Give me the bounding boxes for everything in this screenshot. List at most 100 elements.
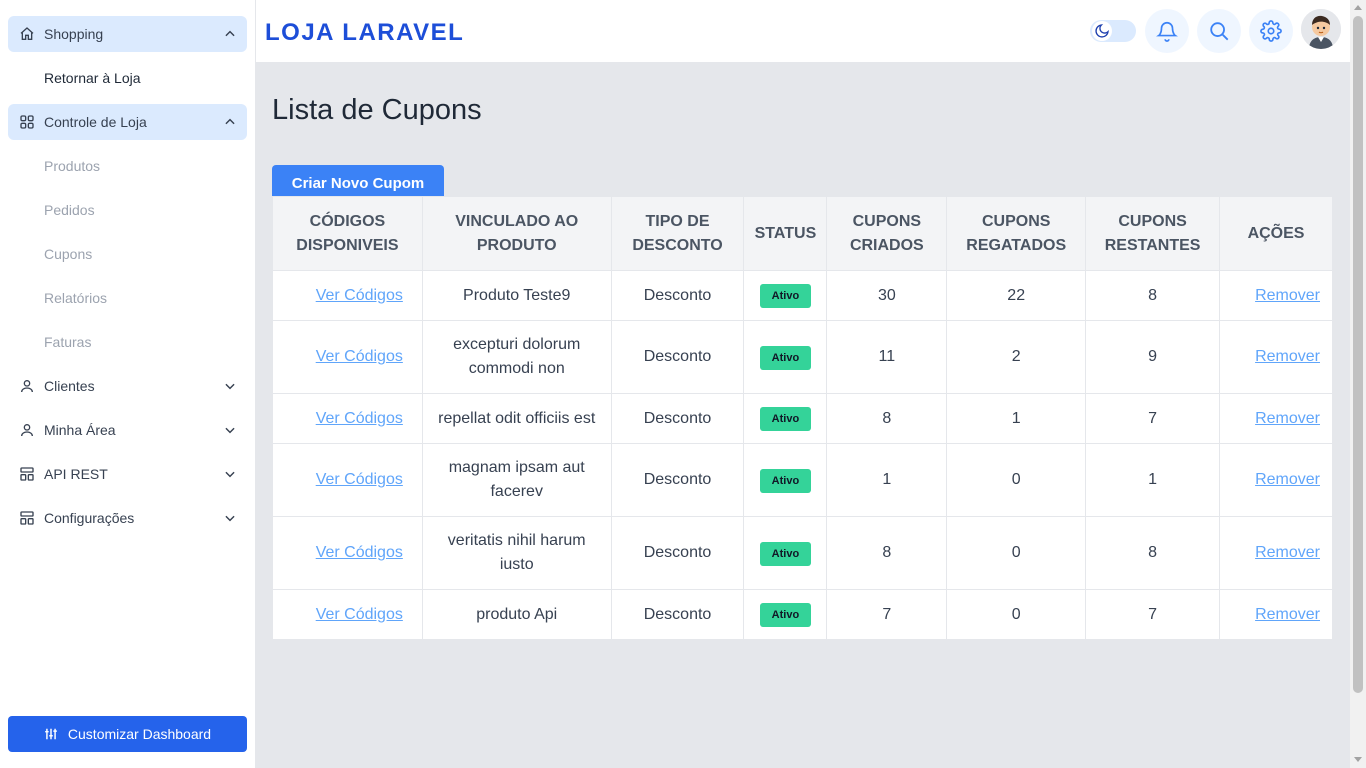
user-icon	[18, 421, 36, 439]
user-avatar[interactable]	[1301, 9, 1341, 49]
table-row: Ver Códigos excepturi dolorum commodi non…	[272, 320, 1333, 394]
nav-group-api-rest[interactable]: API REST	[8, 456, 247, 492]
view-codes-link[interactable]: Ver Códigos	[315, 605, 403, 623]
view-codes-link[interactable]: Ver Códigos	[315, 348, 403, 365]
column-header: CUPONS RESTANTES	[1085, 196, 1221, 271]
moon-icon	[1092, 21, 1112, 41]
remove-link[interactable]: Remover	[1255, 409, 1320, 427]
scroll-down-arrow[interactable]	[1354, 757, 1362, 762]
column-header: CÓDIGOS DISPONIVEIS	[272, 196, 423, 271]
sidebar-item-faturas[interactable]: Faturas	[44, 334, 92, 350]
remaining-cell: 8	[1085, 516, 1221, 590]
product-cell: veritatis nihil harum iusto	[421, 516, 612, 590]
product-cell: Produto Teste9	[421, 270, 612, 321]
nav-group-controle-de-loja[interactable]: Controle de Loja	[8, 104, 247, 140]
customize-dashboard-button[interactable]: Customizar Dashboard	[8, 716, 247, 752]
chevron-down-icon	[225, 515, 235, 522]
remaining-cell: 7	[1085, 393, 1221, 444]
notifications-button[interactable]	[1145, 9, 1189, 53]
status-badge: Ativo	[759, 603, 812, 627]
remaining-cell: 8	[1085, 270, 1221, 321]
redeemed-cell: 0	[946, 589, 1087, 640]
scroll-up-arrow[interactable]	[1354, 5, 1362, 10]
nav-group-label: Clientes	[44, 378, 95, 394]
home-icon	[18, 25, 36, 43]
created-cell: 1	[826, 443, 948, 517]
nav-group-label: Controle de Loja	[44, 114, 147, 130]
page-scrollbar[interactable]	[1350, 0, 1366, 768]
discount-type-cell: Desconto	[610, 516, 745, 590]
table-row: Ver Códigos Produto Teste9 Desconto Ativ…	[272, 270, 1333, 321]
product-cell: excepturi dolorum commodi non	[421, 320, 612, 394]
search-button[interactable]	[1197, 9, 1241, 53]
brand-title[interactable]: LOJA LARAVEL	[265, 19, 465, 46]
product-cell: magnam ipsam aut facerev	[421, 443, 612, 517]
sliders-icon	[45, 728, 57, 740]
created-cell: 30	[826, 270, 948, 321]
nav-group-label: Minha Área	[44, 422, 116, 438]
view-codes-link[interactable]: Ver Códigos	[315, 409, 403, 427]
column-header: TIPO DE DESCONTO	[610, 196, 745, 271]
settings-button[interactable]	[1249, 9, 1293, 53]
discount-type-cell: Desconto	[610, 443, 745, 517]
status-badge: Ativo	[759, 468, 812, 493]
remove-link[interactable]: Remover	[1255, 544, 1320, 561]
product-cell: produto Api	[421, 589, 612, 640]
created-cell: 8	[826, 516, 948, 590]
view-codes-link[interactable]: Ver Códigos	[315, 471, 403, 488]
remove-link[interactable]: Remover	[1255, 348, 1320, 365]
status-badge: Ativo	[759, 541, 812, 566]
chevron-down-icon	[225, 471, 235, 478]
coupons-table: CÓDIGOS DISPONIVEIS VINCULADO AO PRODUTO T…	[272, 196, 1333, 640]
sidebar-item-produtos[interactable]: Produtos	[44, 158, 101, 174]
sidebar-item-pedidos[interactable]: Pedidos	[44, 202, 95, 218]
column-header: AÇÕES	[1219, 196, 1333, 271]
nav-group-minha-area[interactable]: Minha Área	[8, 412, 247, 448]
status-badge: Ativo	[759, 407, 812, 431]
created-cell: 7	[826, 589, 948, 640]
nav-group-label: API REST	[44, 466, 108, 482]
discount-type-cell: Desconto	[610, 589, 745, 640]
column-header: VINCULADO AO PRODUTO	[421, 196, 612, 271]
search-icon	[1210, 22, 1229, 41]
nav-group-configuracoes[interactable]: Configurações	[8, 500, 247, 536]
remaining-cell: 1	[1085, 443, 1221, 517]
nav-group-label: Configurações	[44, 510, 135, 526]
scroll-thumb[interactable]	[1353, 16, 1363, 693]
table-row: Ver Códigos magnam ipsam aut facerev Desc…	[272, 443, 1333, 517]
discount-type-cell: Desconto	[610, 270, 745, 321]
view-codes-link[interactable]: Ver Códigos	[315, 286, 403, 304]
remove-link[interactable]: Remover	[1255, 471, 1320, 488]
table-row: Ver Códigos produto Api Desconto Ativo 7…	[272, 589, 1333, 640]
sidebar-item-relatorios[interactable]: Relatórios	[44, 290, 108, 306]
table-row: Ver Códigos veritatis nihil harum iusto D…	[272, 516, 1333, 590]
page-title: Lista de Cupons	[272, 94, 482, 126]
nav-group-shopping[interactable]: Shopping	[8, 16, 247, 52]
discount-type-cell: Desconto	[610, 393, 745, 444]
nav-group-clientes[interactable]: Clientes	[8, 368, 247, 404]
chevron-up-icon	[225, 118, 235, 125]
table-row: Ver Códigos repellat odit officiis est D…	[272, 393, 1333, 444]
layout-icon	[18, 465, 36, 483]
top-header: LOJA LARAVEL	[256, 0, 1350, 62]
chevron-down-icon	[225, 427, 235, 434]
remaining-cell: 7	[1085, 589, 1221, 640]
column-header: STATUS	[743, 196, 828, 271]
sidebar-item-retornar-loja[interactable]: Retornar à Loja	[44, 70, 141, 86]
redeemed-cell: 1	[946, 393, 1087, 444]
remove-link[interactable]: Remover	[1255, 605, 1320, 623]
remove-link[interactable]: Remover	[1255, 286, 1320, 304]
sidebar: Shopping Retornar à Loja Controle de Loj…	[0, 0, 256, 768]
view-codes-link[interactable]: Ver Códigos	[315, 544, 403, 561]
remaining-cell: 9	[1085, 320, 1221, 394]
created-cell: 11	[826, 320, 948, 394]
bell-icon	[1156, 22, 1178, 42]
column-header: CUPONS CRIADOS	[826, 196, 948, 271]
customize-dashboard-label: Customizar Dashboard	[67, 726, 212, 742]
discount-type-cell: Desconto	[610, 320, 745, 394]
table-header-row: CÓDIGOS DISPONIVEIS VINCULADO AO PRODUTO T…	[272, 196, 1333, 271]
sidebar-item-cupons[interactable]: Cupons	[44, 246, 93, 262]
dark-mode-toggle[interactable]	[1090, 20, 1136, 42]
redeemed-cell: 0	[946, 443, 1087, 517]
chevron-down-icon	[225, 383, 235, 390]
